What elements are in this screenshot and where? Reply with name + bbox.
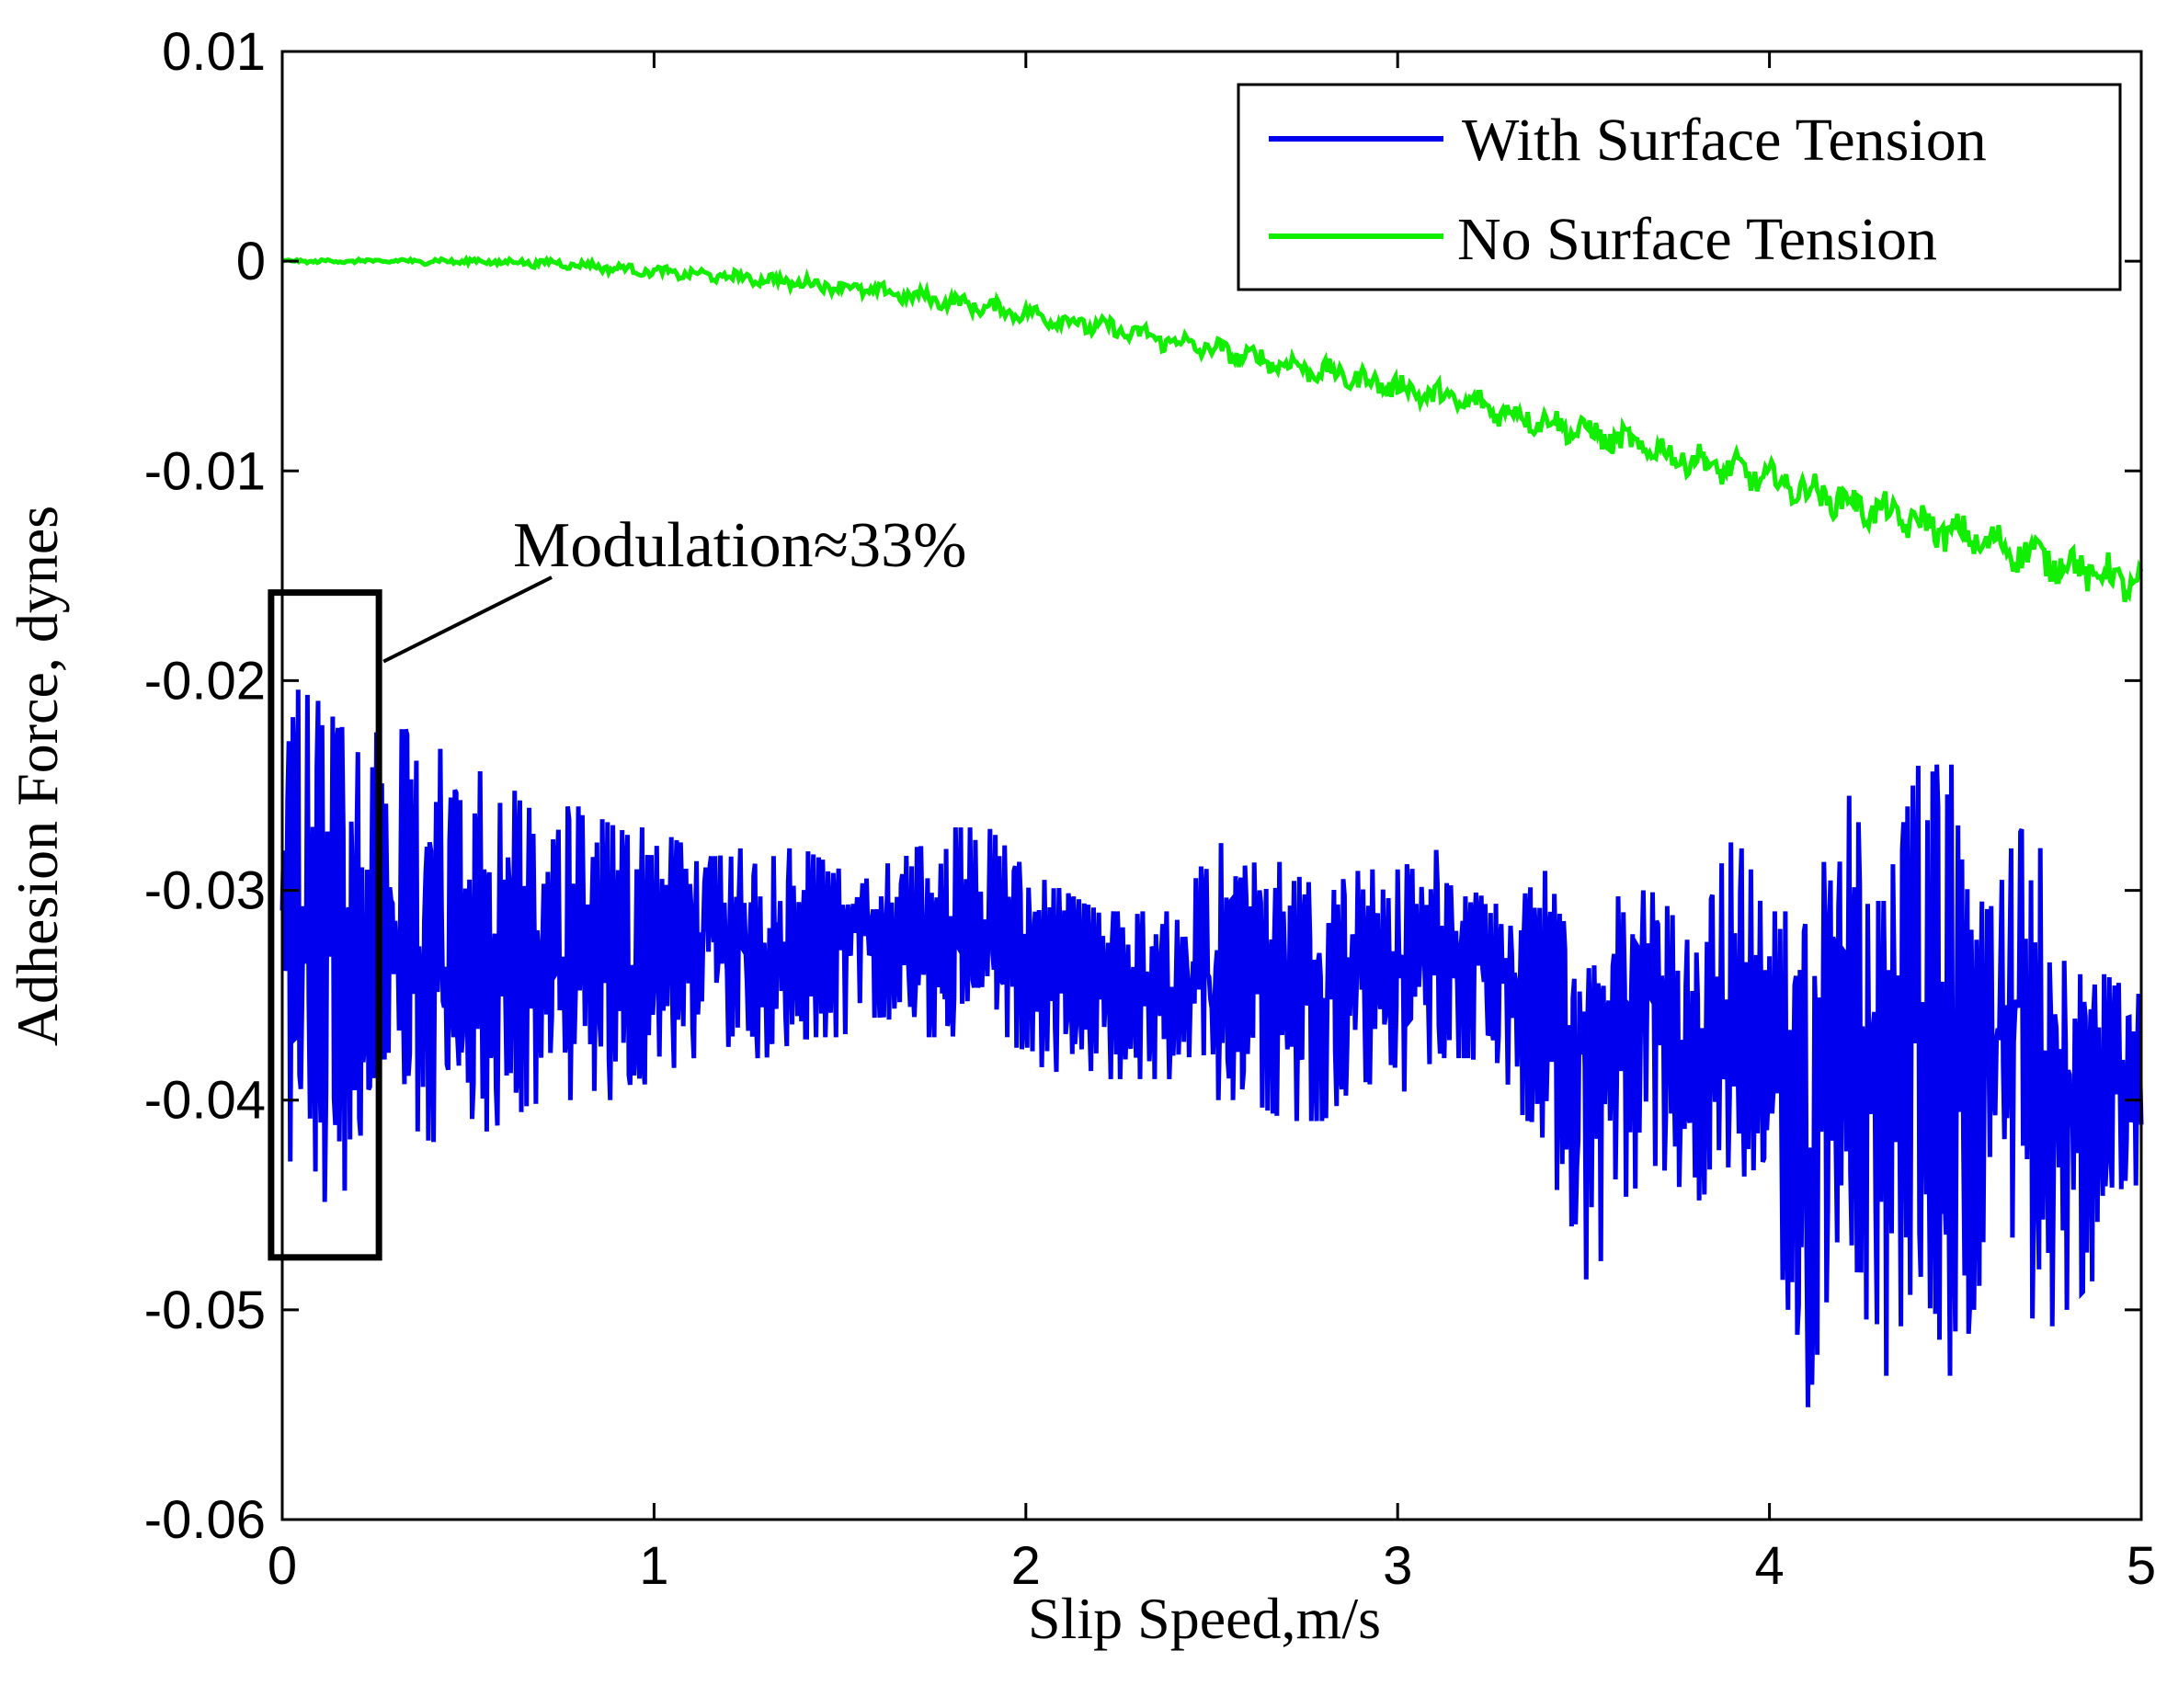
legend-label-no-surface-tension: No Surface Tension [1457, 206, 1937, 273]
y-tick-label: -0.06 [144, 1490, 266, 1550]
x-tick-label: 5 [2127, 1536, 2156, 1596]
annotation-leader-line [382, 575, 553, 664]
y-tick-label: 0 [236, 232, 266, 291]
y-tick-label: -0.01 [144, 441, 266, 501]
legend-label-with-surface-tension: With Surface Tension [1462, 107, 1987, 174]
series-no-surface-tension [280, 254, 2144, 603]
series-with-surface-tension [279, 689, 2144, 1407]
x-tick-label: 3 [1383, 1536, 1412, 1596]
tick-labels-layer: 0 1 2 3 4 5 0.01 0 -0.01 -0.02 -0.03 -0.04 -0.05 -0.0… [144, 22, 2156, 1596]
y-tick-label: -0.02 [144, 651, 266, 711]
ticks-layer [280, 50, 2143, 1521]
y-tick-label: -0.03 [144, 861, 266, 921]
x-tick-label: 4 [1754, 1536, 1784, 1596]
y-tick-label: 0.01 [162, 22, 266, 82]
y-axis-title: Adhesion Force, dynes [5, 506, 70, 1046]
x-tick-label: 0 [268, 1536, 297, 1596]
x-tick-label: 1 [639, 1536, 668, 1596]
annotation: Modulation≈33% [268, 510, 966, 1261]
x-axis-title: Slip Speed,m/s [1028, 1586, 1381, 1651]
legend-box [1237, 83, 2122, 291]
legend: With Surface Tension No Surface Tension [1237, 83, 2122, 291]
plot-area-frame [280, 50, 2143, 1521]
y-tick-label: -0.05 [144, 1281, 266, 1340]
annotation-box [268, 589, 382, 1261]
x-tick-label: 2 [1011, 1536, 1041, 1596]
y-tick-label: -0.04 [144, 1071, 266, 1131]
series-layer [279, 254, 2144, 1407]
annotation-label: Modulation≈33% [513, 510, 966, 581]
